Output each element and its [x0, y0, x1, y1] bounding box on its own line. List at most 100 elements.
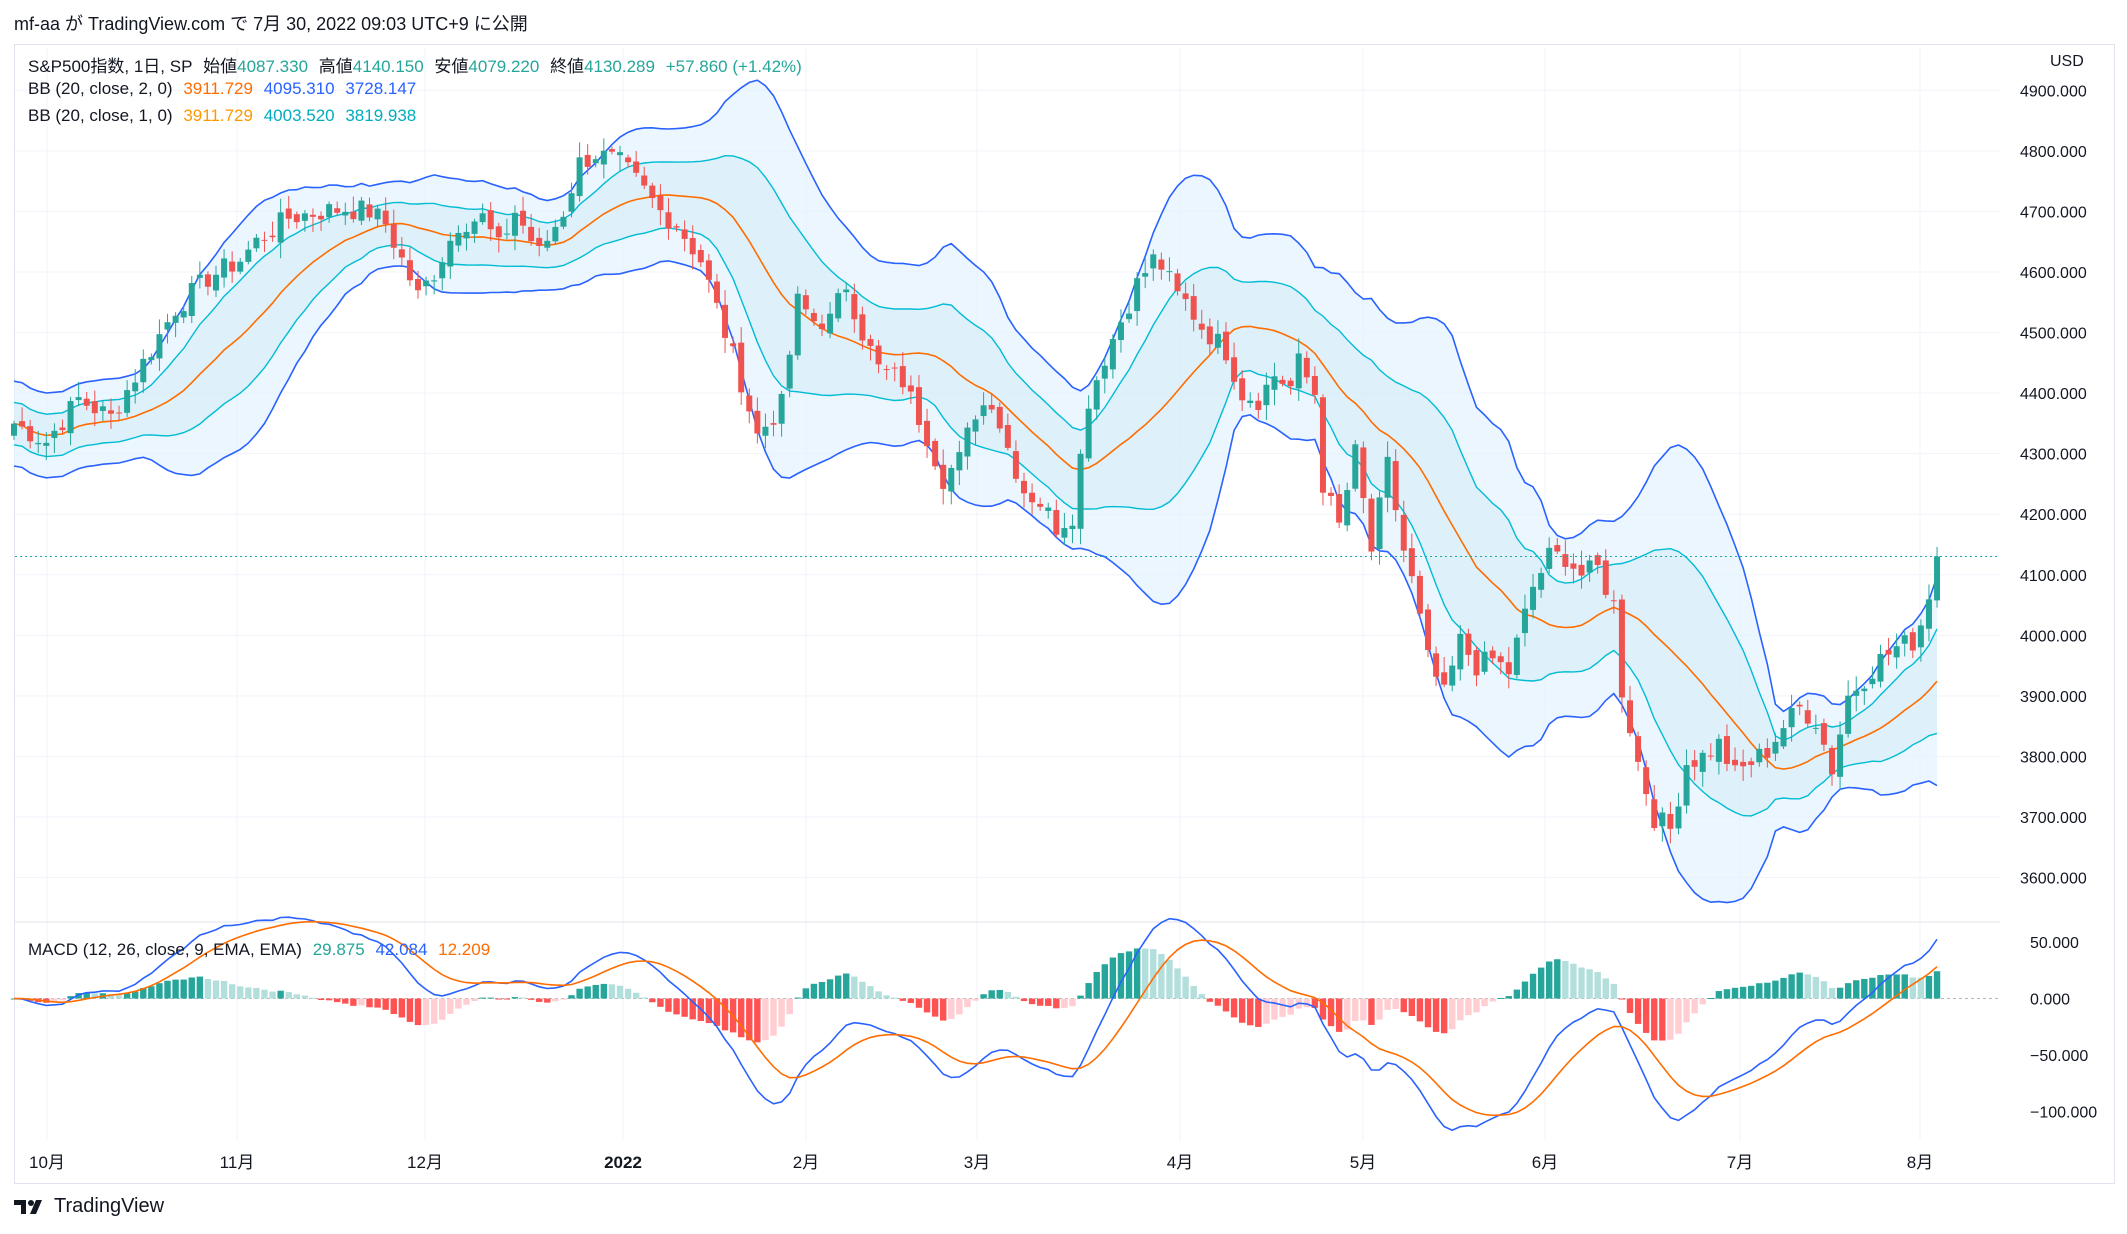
- macd-histogram-bar: [1723, 989, 1731, 999]
- candle-body: [374, 208, 381, 220]
- macd-histogram-bar: [1125, 951, 1133, 999]
- candle-body: [51, 430, 58, 438]
- candle-body: [1279, 379, 1286, 384]
- bb2-fill: [14, 80, 1937, 903]
- candle-body: [1732, 759, 1739, 766]
- candle-body: [1845, 695, 1852, 734]
- bb2-lower: 3728.147: [345, 79, 417, 98]
- candle-body: [1853, 690, 1860, 696]
- candle-body: [1037, 503, 1044, 507]
- candle-body: [1538, 573, 1545, 590]
- macd-histogram-bar: [285, 992, 292, 999]
- candle-body: [1287, 380, 1294, 387]
- macd-histogram-bar: [140, 988, 147, 999]
- candle-body: [1021, 480, 1027, 494]
- macd-histogram-bar: [1861, 978, 1868, 999]
- candle-body: [237, 261, 244, 272]
- candle-body: [479, 213, 486, 223]
- macd-value: 42.084: [375, 940, 428, 959]
- macd-histogram-bar: [1739, 986, 1747, 999]
- candle-body: [665, 212, 672, 229]
- macd-histogram-bar: [1691, 998, 1698, 1014]
- publish-attribution: mf-aa が TradingView.com で 7月 30, 2022 09…: [14, 14, 528, 34]
- macd-histogram-bar: [673, 998, 680, 1015]
- candle-body: [1077, 453, 1084, 529]
- macd-histogram-bar: [1618, 998, 1626, 1000]
- low-label: 安値: [434, 57, 469, 76]
- candle-body: [956, 452, 963, 471]
- time-tick-label: 6月: [1532, 1153, 1558, 1172]
- macd-histogram-bar: [818, 982, 826, 999]
- candle-body: [1117, 322, 1124, 341]
- candle-body: [1368, 498, 1375, 552]
- candle-body: [697, 250, 704, 263]
- candle-body: [536, 237, 543, 247]
- macd-histogram-bar: [600, 983, 608, 999]
- candle-body: [625, 157, 632, 163]
- price-tick-label: 4000.000: [2020, 628, 2087, 645]
- bb1-label: BB (20, close, 1, 0): [28, 106, 173, 125]
- candle-body: [285, 208, 292, 219]
- macd-histogram-bar: [1925, 975, 1933, 999]
- macd-histogram-bar: [1772, 980, 1779, 999]
- candle-body: [1683, 765, 1690, 806]
- time-tick-label: 10月: [29, 1153, 65, 1172]
- macd-histogram-bar: [1659, 998, 1666, 1041]
- macd-histogram-bar: [83, 992, 90, 999]
- macd-histogram-bar: [503, 998, 511, 1000]
- macd-histogram-bar: [1069, 998, 1076, 1007]
- bb1-upper-line: [13, 154, 1938, 741]
- macd-histogram-bar: [293, 994, 300, 999]
- candle-body: [107, 410, 114, 414]
- candle-body: [1885, 649, 1892, 655]
- macd-histogram-bar: [325, 998, 333, 1001]
- macd-histogram-bar: [891, 997, 898, 999]
- candle-body: [132, 382, 139, 392]
- tradingview-brand[interactable]: TradingView: [14, 1195, 164, 1218]
- candle-body: [1699, 752, 1706, 772]
- macd-histogram-bar: [156, 983, 163, 999]
- macd-histogram-bar: [301, 995, 309, 999]
- candle-body: [1425, 609, 1431, 651]
- macd-histogram-bar: [875, 991, 882, 999]
- high-label: 高値: [318, 57, 353, 76]
- macd-histogram-bar: [689, 998, 696, 1020]
- candle-body: [229, 261, 236, 272]
- macd-histogram-bar: [527, 998, 535, 1000]
- candle-body: [116, 412, 123, 414]
- candle-body: [1263, 384, 1270, 406]
- macd-histogram-bar: [1836, 987, 1844, 999]
- bb1-upper: 4003.520: [263, 106, 335, 125]
- macd-histogram-bar: [632, 992, 640, 999]
- candle-body: [1505, 662, 1512, 675]
- macd-histogram-bar: [1190, 985, 1197, 999]
- candle-body: [196, 274, 203, 278]
- macd-histogram-bar: [1352, 998, 1359, 1021]
- macd-histogram-bar: [778, 998, 785, 1027]
- macd-histogram-bar: [1214, 998, 1222, 1006]
- candle-body: [1231, 357, 1238, 382]
- time-axis: 10月 11月 12月 2022 2月 3月 4月 5月 6月 7月 8月: [29, 1153, 1933, 1172]
- macd-histogram-bar: [1933, 971, 1941, 999]
- candle-body: [1837, 734, 1844, 777]
- macd-histogram-bar: [721, 998, 729, 1031]
- candle-body: [1182, 293, 1189, 300]
- candle-body: [1877, 654, 1884, 682]
- time-tick-label: 5月: [1350, 1153, 1376, 1172]
- macd-histogram-bar: [1012, 996, 1020, 999]
- candle-body: [867, 339, 874, 346]
- candle-body: [1618, 599, 1625, 698]
- candle-body: [1804, 710, 1811, 724]
- macd-histogram-bar: [253, 987, 260, 999]
- macd-histogram-bar: [1158, 954, 1165, 999]
- candle-body: [1319, 397, 1326, 493]
- candle-body: [91, 401, 98, 414]
- candle-body: [342, 211, 349, 216]
- candle-body: [1134, 278, 1141, 312]
- macd-histogram-bar: [91, 993, 98, 999]
- macd-histogram-bar: [810, 983, 818, 999]
- candle-body: [1901, 635, 1908, 644]
- candle-body: [83, 398, 90, 406]
- candle-body: [1788, 708, 1795, 728]
